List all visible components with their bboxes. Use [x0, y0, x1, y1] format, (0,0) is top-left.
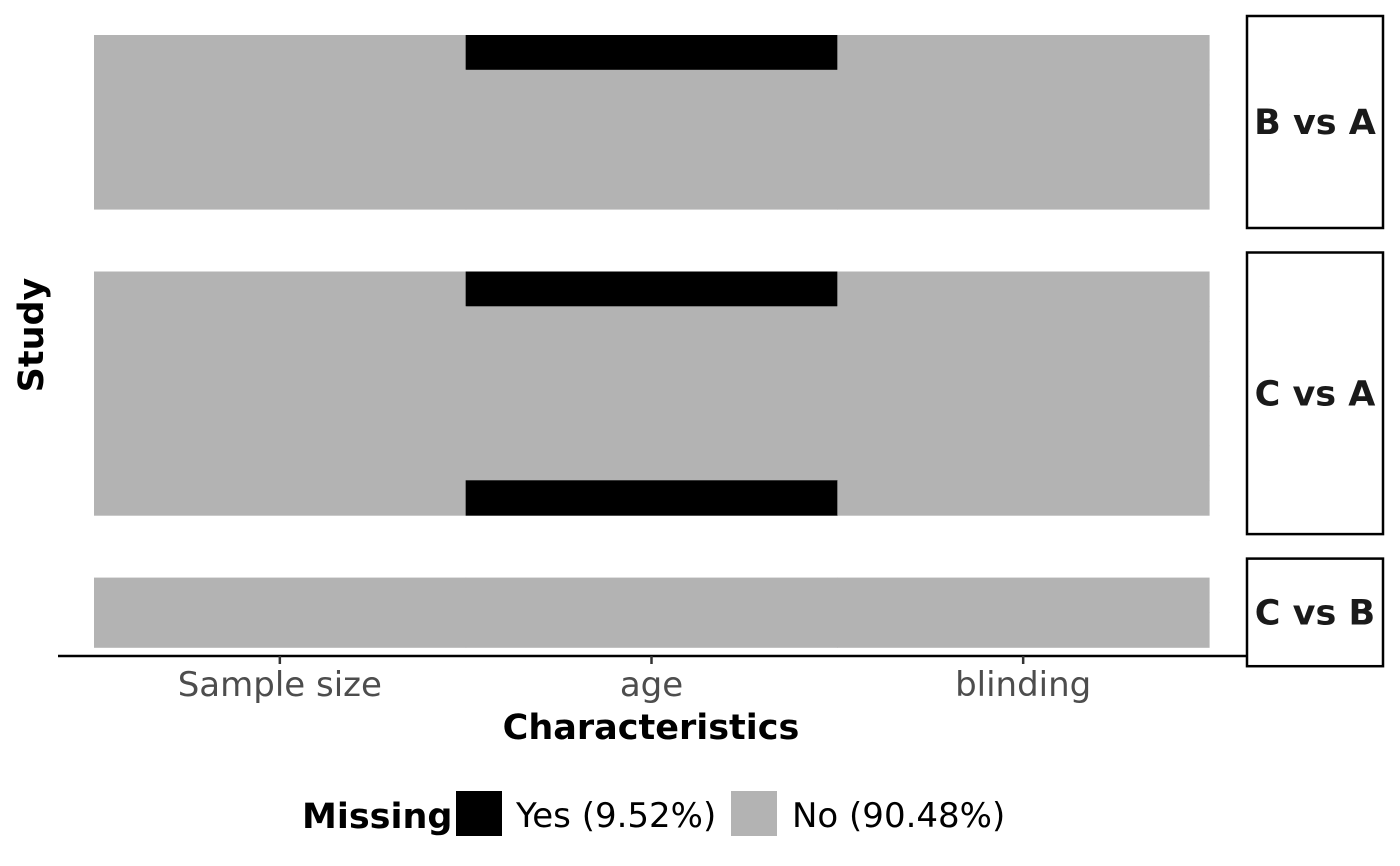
heatmap-cell-b-vs-a-r1-c2	[465, 35, 838, 71]
legend: Missing Yes (9.52%) No (90.48%)	[302, 791, 1005, 837]
facet-strip-label: C vs A	[1255, 374, 1376, 414]
heatmap-cell-c-vs-a-r7-c2	[465, 480, 838, 516]
heatmap-cell-c-vs-b-r2-c3	[837, 612, 1210, 648]
heatmap-cells	[94, 35, 1210, 648]
heatmap-cell-b-vs-a-r1-c1	[94, 35, 467, 71]
heatmap-cell-c-vs-a-r5-c1	[94, 410, 467, 447]
x-tick-label: blinding	[955, 665, 1091, 705]
heatmap-cell-c-vs-a-r4-c1	[94, 375, 467, 412]
heatmap-cell-c-vs-a-r5-c2	[465, 410, 838, 447]
heatmap-cell-c-vs-b-r1-c1	[94, 577, 467, 613]
legend-key-yes	[456, 791, 502, 836]
heatmap-cell-c-vs-b-r2-c2	[465, 612, 838, 648]
facet-strip-box	[1245, 14, 1385, 230]
heatmap-cell-b-vs-a-r5-c3	[837, 174, 1210, 210]
legend-label-no: No (90.48%)	[792, 796, 1005, 836]
heatmap-cell-c-vs-a-r2-c2	[465, 306, 838, 342]
facet-strips: B vs A C vs A C vs B	[1245, 14, 1385, 668]
heatmap-cell-b-vs-a-r4-c1	[94, 139, 467, 175]
heatmap-cell-b-vs-a-r4-c3	[837, 139, 1210, 175]
heatmap-cell-c-vs-a-r1-c2	[465, 271, 838, 307]
x-tick-label: Sample size	[178, 665, 382, 705]
heatmap-cell-b-vs-a-r3-c1	[94, 104, 467, 140]
heatmap-cell-b-vs-a-r2-c2	[465, 69, 838, 106]
heatmap-cell-b-vs-a-r3-c2	[465, 104, 838, 140]
x-axis-title: Characteristics	[503, 708, 800, 748]
heatmap-cell-c-vs-a-r7-c1	[94, 480, 467, 516]
x-axis-ticks: Sample size age blinding	[178, 656, 1091, 705]
heatmap-cell-c-vs-b-r1-c2	[465, 577, 838, 613]
facet-strip-box	[1245, 251, 1385, 536]
heatmap-cell-c-vs-a-r3-c3	[837, 341, 1210, 377]
heatmap-cell-c-vs-b-r1-c3	[837, 577, 1210, 613]
legend-title: Missing	[302, 797, 452, 837]
heatmap-cell-c-vs-a-r3-c1	[94, 341, 467, 377]
heatmap-cell-b-vs-a-r5-c2	[465, 174, 838, 210]
legend-label-yes: Yes (9.52%)	[515, 796, 716, 836]
facet-strip-box	[1245, 557, 1385, 668]
heatmap-cell-c-vs-a-r1-c3	[837, 271, 1210, 307]
heatmap-cell-c-vs-a-r6-c2	[465, 445, 838, 481]
facet-strip-label: C vs B	[1255, 593, 1375, 633]
heatmap-cell-c-vs-a-r7-c3	[837, 480, 1210, 516]
heatmap-cell-b-vs-a-r4-c2	[465, 139, 838, 175]
heatmap-cell-b-vs-a-r2-c1	[94, 69, 467, 106]
heatmap-cell-c-vs-a-r6-c1	[94, 445, 467, 481]
heatmap-cell-c-vs-b-r2-c1	[94, 612, 467, 648]
heatmap-cell-b-vs-a-r3-c3	[837, 104, 1210, 140]
heatmap-cell-c-vs-a-r2-c1	[94, 306, 467, 342]
heatmap-cell-c-vs-a-r6-c3	[837, 445, 1210, 481]
heatmap-cell-b-vs-a-r1-c3	[837, 35, 1210, 71]
heatmap-cell-c-vs-a-r4-c2	[465, 375, 838, 412]
heatmap-cell-b-vs-a-r5-c1	[94, 174, 467, 210]
legend-key-no	[731, 791, 777, 836]
heatmap-cell-c-vs-a-r5-c3	[837, 410, 1210, 447]
heatmap-cell-c-vs-a-r4-c3	[837, 375, 1210, 412]
x-tick-label: age	[620, 665, 683, 705]
heatmap-cell-c-vs-a-r1-c1	[94, 271, 467, 307]
heatmap-cell-c-vs-a-r2-c3	[837, 306, 1210, 342]
heatmap-cell-c-vs-a-r3-c2	[465, 341, 838, 377]
y-axis-title: Study	[12, 277, 52, 392]
facet-strip-label: B vs A	[1254, 103, 1376, 143]
heatmap-cell-b-vs-a-r2-c3	[837, 69, 1210, 106]
